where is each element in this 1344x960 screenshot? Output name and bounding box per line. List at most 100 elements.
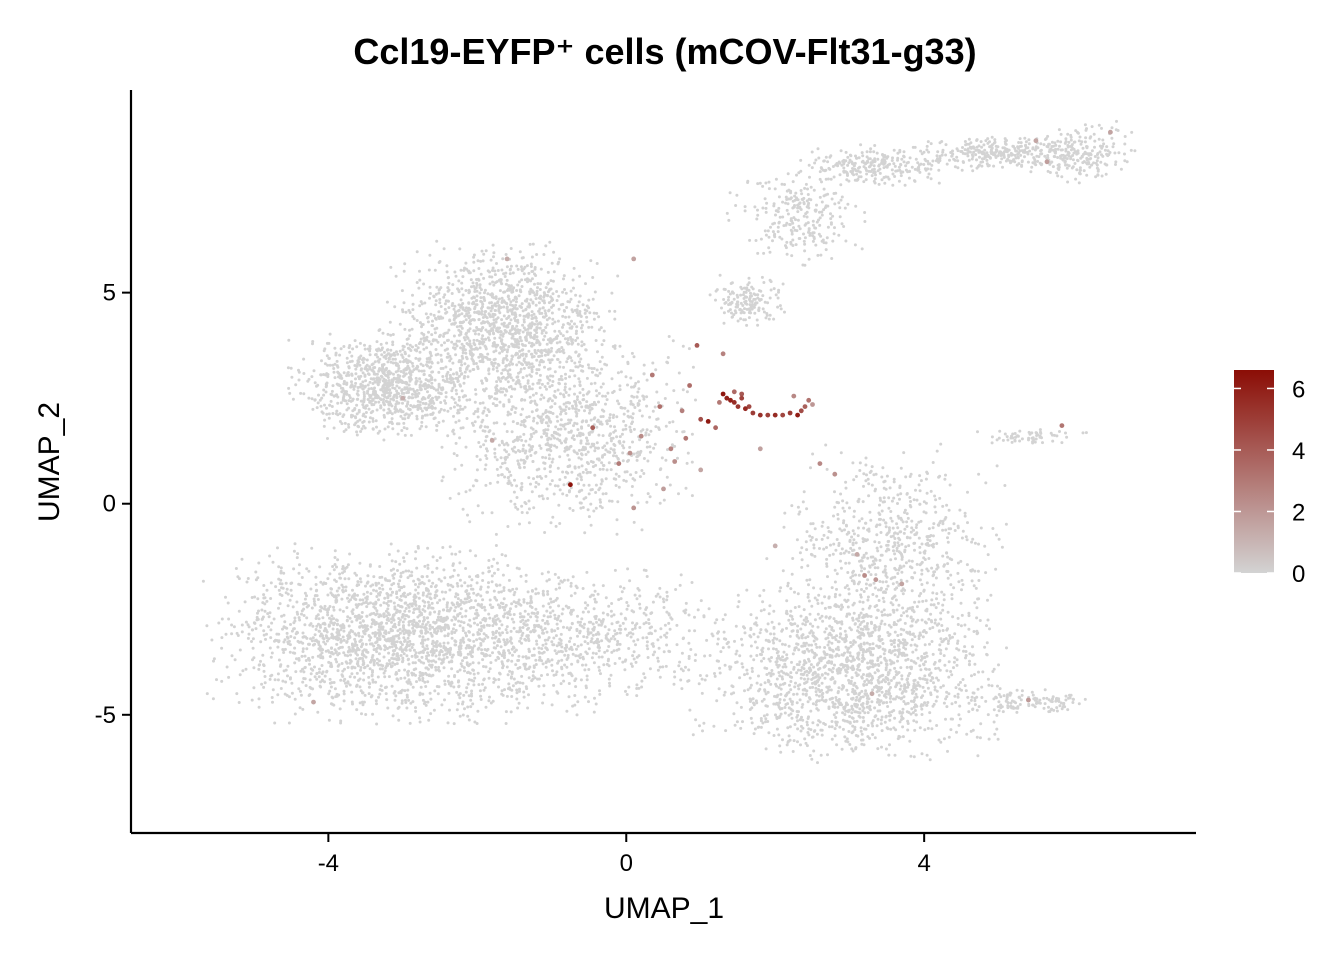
cell-point (546, 281, 550, 285)
cell-point (500, 553, 504, 557)
cell-point (356, 389, 360, 393)
cell-point (215, 678, 218, 682)
cell-point (278, 592, 282, 596)
cell-point (490, 511, 494, 515)
cell-point (328, 689, 332, 693)
cell-point (532, 291, 536, 295)
cell-point (587, 298, 591, 302)
cell-point (464, 490, 468, 494)
cell-point (415, 319, 419, 322)
cell-point (492, 421, 496, 425)
cell-point (345, 381, 349, 385)
cell-point (308, 685, 312, 689)
cell-point (355, 397, 359, 401)
cell-point (446, 582, 450, 586)
cell-point (561, 323, 565, 327)
cell-point (474, 362, 478, 365)
cell-point (394, 370, 398, 374)
cell-point (600, 422, 604, 426)
cell-point (468, 369, 472, 373)
cell-point (551, 279, 555, 283)
cell-point (617, 485, 621, 489)
cell-point (416, 591, 420, 595)
cell-point (339, 376, 343, 380)
cell-point (540, 359, 544, 362)
cell-point (475, 468, 479, 472)
cell-point (559, 682, 563, 686)
cell-point (357, 410, 361, 414)
cell-point (366, 383, 370, 387)
cell-point (388, 400, 392, 404)
cell-point (336, 593, 340, 597)
cell-point (350, 672, 354, 676)
cell-point (347, 577, 351, 581)
cell-point (493, 343, 497, 347)
cell-point (468, 327, 472, 331)
cell-point (522, 695, 526, 699)
cell-point (539, 397, 543, 401)
cell-point (536, 282, 540, 286)
cell-point (446, 632, 450, 636)
cell-point (509, 247, 513, 250)
cell-point (570, 359, 574, 363)
cell-point (631, 477, 635, 481)
cell-point (481, 571, 485, 575)
cell-point (472, 412, 476, 416)
cell-point (598, 504, 602, 508)
cell-point (564, 405, 568, 409)
cell-point (294, 383, 298, 387)
cell-point (535, 475, 539, 479)
cell-point (393, 407, 397, 411)
cell-point (582, 342, 586, 346)
cell-point (495, 458, 499, 462)
cell-point (537, 482, 541, 486)
cell-point (543, 365, 546, 369)
cell-point (561, 334, 565, 338)
cell-point (521, 309, 525, 313)
cell-point (421, 401, 425, 405)
cell-point (462, 336, 466, 340)
cell-point (491, 315, 495, 319)
cell-point (574, 339, 578, 342)
cell-point (547, 316, 551, 320)
cell-point (412, 630, 416, 634)
cell-point (543, 309, 547, 313)
cell-point (414, 344, 418, 347)
cell-point (397, 718, 401, 722)
cell-point (464, 332, 468, 336)
cell-point (575, 494, 579, 498)
cell-point (622, 412, 626, 416)
cell-point (415, 417, 419, 421)
cell-point (620, 432, 624, 436)
cell-point (464, 351, 468, 355)
cell-point (657, 401, 660, 405)
cell-point (355, 403, 359, 407)
cell-point (536, 326, 539, 330)
cell-point (443, 307, 447, 311)
cell-point (613, 444, 617, 447)
cell-point (373, 380, 377, 384)
cell-point (320, 651, 324, 655)
cell-point (396, 549, 400, 553)
cell-point (473, 621, 476, 625)
cell-point (450, 304, 454, 307)
cell-point (506, 369, 510, 373)
cell-point (367, 692, 371, 696)
cell-point (330, 587, 333, 591)
cell-point (434, 590, 438, 594)
cell-point (454, 353, 458, 357)
cell-point (316, 598, 320, 601)
cell-point (437, 653, 441, 657)
cell-point (332, 623, 336, 627)
cell-point (474, 599, 478, 603)
cell-point (457, 419, 461, 423)
cell-point (458, 330, 462, 334)
cell-point (484, 439, 488, 443)
cell-point (493, 571, 496, 575)
cell-point (574, 365, 578, 369)
cell-point (428, 296, 431, 300)
cell-point (345, 684, 348, 688)
cell-point (476, 365, 480, 369)
cell-point (358, 685, 362, 689)
cell-point (552, 303, 555, 307)
